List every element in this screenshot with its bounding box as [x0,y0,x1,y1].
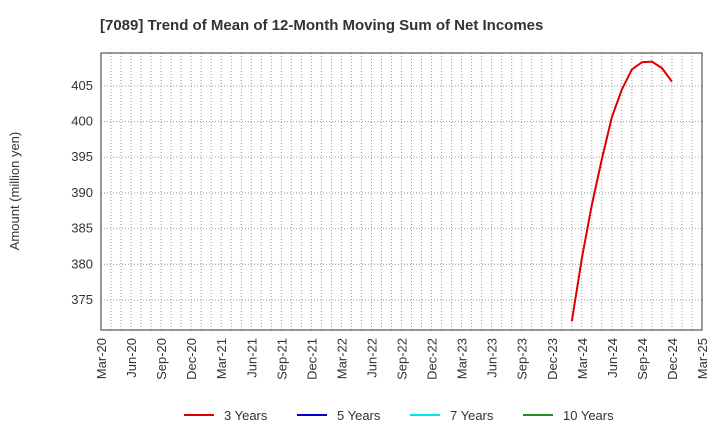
x-tick-label: Dec-20 [184,338,199,380]
legend: 3 Years 5 Years 7 Years 10 Years [184,408,614,423]
y-tick-label: 400 [71,114,93,129]
x-tick-label: Dec-24 [665,338,680,380]
x-tick-label: Dec-23 [545,338,560,380]
x-tick-label: Jun-22 [364,338,379,378]
legend-label: 7 Years [450,408,494,423]
chart-title: [7089] Trend of Mean of 12-Month Moving … [100,17,543,34]
x-tick-label: Sep-22 [395,338,410,380]
y-tick-label: 380 [71,256,93,271]
x-tick-label: Mar-25 [695,338,710,379]
legend-label: 5 Years [337,408,381,423]
y-tick-label: 405 [71,78,93,93]
x-tick-label: Dec-22 [425,338,440,380]
x-tick-label: Mar-23 [455,338,470,379]
grid-layer [101,53,702,330]
x-tick-label: Sep-20 [154,338,169,380]
x-tick-label: Mar-21 [214,338,229,379]
x-tick-label: Jun-23 [485,338,500,378]
x-tick-label: Jun-20 [124,338,139,378]
legend-label: 10 Years [563,408,614,423]
x-tick-label: Mar-20 [94,338,109,379]
axis-layer: 375 380 385 390 395 400 405 Mar-20 Jun-20 Sep-20 D… [71,52,710,380]
legend-label: 3 Years [224,408,268,423]
y-tick-label: 385 [71,221,93,236]
x-tick-label: Sep-23 [515,338,530,380]
y-tick-label: 395 [71,149,93,164]
x-tick-label: Sep-21 [274,338,289,380]
series-layer [570,60,673,322]
x-tick-label: Mar-24 [575,338,590,379]
y-tick-label: 390 [71,185,93,200]
y-tick-label: 375 [71,292,93,307]
x-tick-label: Dec-21 [304,338,319,380]
y-axis-label: Amount (million yen) [7,132,22,251]
x-tick-label: Jun-21 [244,338,259,378]
series-line-3-years [570,60,673,322]
x-tick-label: Jun-24 [605,338,620,378]
x-tick-label: Sep-24 [635,338,650,380]
x-tick-label: Mar-22 [334,338,349,379]
plot-border [100,52,703,331]
